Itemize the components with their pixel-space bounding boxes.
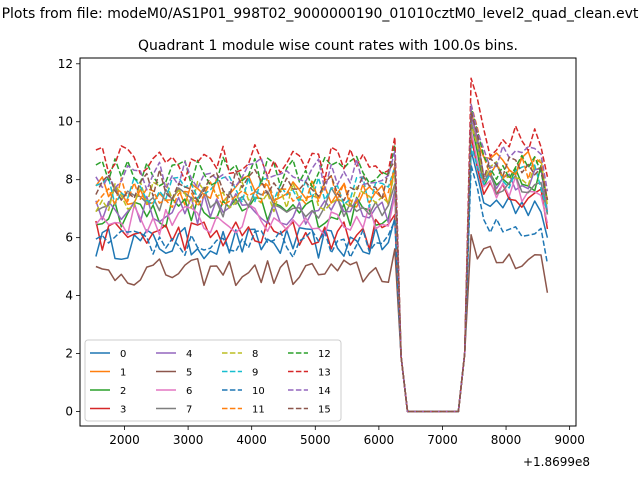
y-tick-label-10: 10 [58, 115, 73, 129]
legend-label-5: 5 [186, 368, 192, 379]
legend-label-14: 14 [318, 386, 331, 397]
series-line-14 [95, 103, 549, 413]
x-axis-offset-label: +1.8699e8 [523, 455, 590, 469]
x-tick-label-2000: 2000 [109, 433, 140, 447]
chart-title: Quadrant 1 module wise count rates with … [138, 38, 518, 54]
legend-label-6: 6 [186, 386, 192, 397]
legend-label-2: 2 [120, 386, 126, 397]
series-line-8 [95, 123, 549, 413]
x-tick-label-6000: 6000 [364, 433, 395, 447]
figure-suptitle: Plots from file: modeM0/AS1P01_998T02_90… [2, 6, 639, 22]
legend-label-10: 10 [252, 386, 265, 397]
y-tick-label-2: 2 [65, 347, 73, 361]
legend-label-0: 0 [120, 349, 126, 360]
legend-label-1: 1 [120, 368, 126, 379]
legend-label-9: 9 [252, 368, 258, 379]
series-line-5 [95, 234, 549, 413]
legend-label-13: 13 [318, 368, 331, 379]
series-line-10 [95, 164, 549, 413]
x-tick-label-3000: 3000 [173, 433, 204, 447]
axes-frame [79, 57, 577, 427]
series-line-13 [95, 77, 549, 413]
legend-label-15: 15 [318, 405, 331, 416]
y-tick-label-0: 0 [65, 405, 73, 419]
legend-label-8: 8 [252, 349, 258, 360]
series-line-4 [95, 115, 549, 413]
series-line-3 [95, 135, 549, 413]
axes: 2000 3000 4000 5000 6000 7000 8000 900002468101… [58, 57, 585, 447]
plot-area [95, 77, 549, 413]
legend-label-4: 4 [186, 349, 192, 360]
x-tick-label-7000: 7000 [427, 433, 458, 447]
legend-label-3: 3 [120, 405, 126, 416]
y-tick-label-12: 12 [58, 57, 73, 71]
y-tick-label-4: 4 [65, 289, 73, 303]
x-tick-label-8000: 8000 [491, 433, 522, 447]
x-tick-label-9000: 9000 [554, 433, 585, 447]
y-tick-label-6: 6 [65, 231, 73, 245]
legend-label-12: 12 [318, 349, 331, 360]
y-tick-label-8: 8 [65, 173, 73, 187]
series-line-0 [95, 149, 549, 413]
x-tick-label-5000: 5000 [300, 433, 331, 447]
legend-box [84, 339, 342, 422]
series-line-6 [95, 129, 549, 413]
series-line-15 [95, 112, 549, 413]
x-tick-label-4000: 4000 [236, 433, 267, 447]
legend-label-7: 7 [186, 405, 192, 416]
legend-label-11: 11 [252, 405, 265, 416]
